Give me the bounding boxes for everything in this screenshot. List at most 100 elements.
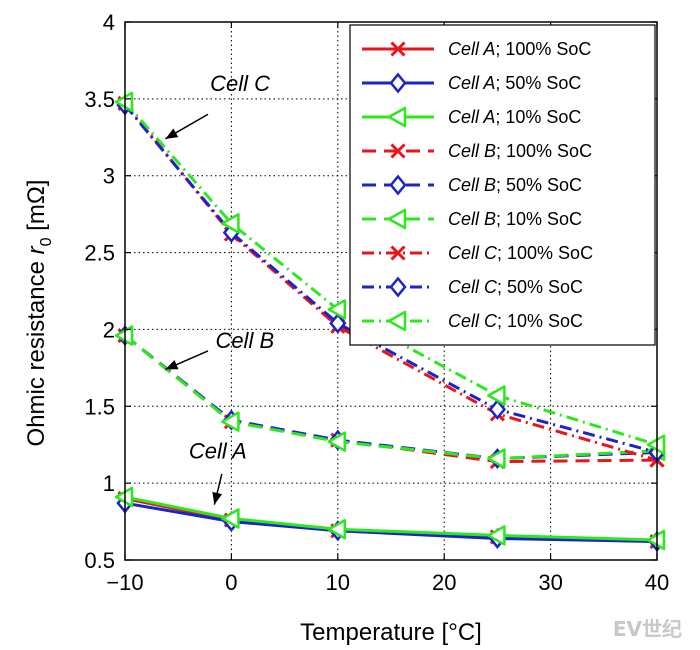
legend-entry: Cell A; 50% SoC xyxy=(362,72,581,94)
series-9 xyxy=(114,91,666,455)
marker-triangle-left xyxy=(387,310,407,332)
legend-label: Cell B; 50% SoC xyxy=(448,175,582,195)
x-tick-label: 40 xyxy=(645,570,669,595)
marker-x xyxy=(390,245,406,261)
y-axis-label-sub: 0 xyxy=(38,237,55,246)
y-axis-label-var: r xyxy=(23,245,50,254)
marker-triangle-left xyxy=(327,519,347,540)
marker-diamond xyxy=(389,174,407,196)
y-tick-label: 3.5 xyxy=(84,87,115,112)
marker-diamond xyxy=(389,276,407,298)
legend-label-soc: ; 10% SoC xyxy=(495,107,581,127)
legend-label-cell: Cell B xyxy=(448,141,496,161)
marker-triangle-left xyxy=(487,525,506,546)
x-tick-label: −10 xyxy=(106,570,143,595)
legend-entry: Cell C; 50% SoC xyxy=(362,276,583,298)
axis-labels: Temperature [°C] Ohmic resistance r0 [mΩ… xyxy=(23,180,482,646)
annotation-arrow-head xyxy=(212,491,223,505)
annotation-label: Cell B xyxy=(215,328,274,353)
marker-triangle-left xyxy=(221,213,240,234)
x-tick-label: 10 xyxy=(326,570,350,595)
marker-triangle-left xyxy=(387,106,407,128)
legend-label: Cell A; 50% SoC xyxy=(448,73,581,93)
legend-label-cell: Cell A xyxy=(448,39,495,59)
x-tick-label: 20 xyxy=(432,570,456,595)
legend-entry: Cell B; 50% SoC xyxy=(362,174,582,196)
legend-label-soc: ; 50% SoC xyxy=(497,277,583,297)
legend-label: Cell C; 10% SoC xyxy=(448,311,583,331)
legend-label: Cell C; 50% SoC xyxy=(448,277,583,297)
legend-label-soc: ; 100% SoC xyxy=(496,141,592,161)
series-line xyxy=(123,102,658,462)
y-axis-label-unit: [mΩ] xyxy=(23,180,50,238)
marker-triangle-left xyxy=(114,325,134,346)
legend-label: Cell A; 100% SoC xyxy=(448,39,591,59)
legend-entry: Cell C; 100% SoC xyxy=(362,243,593,263)
series-line xyxy=(124,501,658,544)
legend-label: Cell A; 10% SoC xyxy=(448,107,581,127)
legend-label: Cell C; 100% SoC xyxy=(448,243,593,263)
marker-triangle-left xyxy=(221,508,240,529)
legend-label: Cell B; 10% SoC xyxy=(448,209,582,229)
series-2 xyxy=(116,492,666,553)
legend-label-cell: Cell C xyxy=(448,277,498,297)
legend-entry: Cell A; 100% SoC xyxy=(362,39,591,59)
x-axis-label: Temperature [°C] xyxy=(300,619,482,646)
marker-triangle-left xyxy=(327,299,347,320)
plot-frame xyxy=(124,21,658,561)
marker-triangle-left xyxy=(646,529,666,551)
legend-label-cell: Cell A xyxy=(448,107,495,127)
x-tick-label: 30 xyxy=(538,570,562,595)
y-axis-label-main: Ohmic resistance xyxy=(23,254,50,446)
y-tick-label: 3 xyxy=(103,164,115,189)
marker-diamond xyxy=(329,312,347,334)
legend-entry: Cell B; 100% SoC xyxy=(362,141,592,161)
annotation-label: Cell C xyxy=(210,71,270,96)
legend-label-cell: Cell B xyxy=(448,209,496,229)
annotation-arrow-head xyxy=(165,360,179,370)
legend-entry: Cell C; 10% SoC xyxy=(362,310,583,332)
series-line xyxy=(124,497,658,544)
legend-entry: Cell B; 10% SoC xyxy=(362,208,582,230)
annotations: Cell C Cell B Cell A xyxy=(165,71,274,505)
legend-label-soc: ; 50% SoC xyxy=(495,73,581,93)
series-3 xyxy=(114,486,666,551)
marker-triangle-left xyxy=(114,486,134,508)
legend-label-soc: ; 10% SoC xyxy=(497,311,583,331)
legend-label-soc: ; 100% SoC xyxy=(495,39,591,59)
marker-x xyxy=(390,143,406,159)
marker-triangle-left xyxy=(487,448,506,469)
marker-diamond xyxy=(488,398,507,420)
marker-x xyxy=(390,41,406,57)
y-tick-label: 4 xyxy=(103,10,115,35)
x-tick-label: 0 xyxy=(225,570,237,595)
marker-triangle-left xyxy=(221,411,240,432)
legend-entry: Cell A; 10% SoC xyxy=(362,106,581,128)
y-tick-label: 1 xyxy=(103,471,115,496)
legend-label-soc: ; 10% SoC xyxy=(496,209,582,229)
legend-label-soc: ; 50% SoC xyxy=(496,175,582,195)
y-tick-label: 2 xyxy=(103,317,115,342)
marker-diamond xyxy=(389,72,407,94)
axes: −10 0 10 20 30 40 0.5 1 1.5 2 2.5 3 3.5 4 xyxy=(84,10,669,595)
legend-label-cell: Cell B xyxy=(448,175,496,195)
marker-triangle-left xyxy=(646,434,666,455)
legend-label-soc: ; 100% SoC xyxy=(497,243,593,263)
legend-label: Cell B; 100% SoC xyxy=(448,141,592,161)
marker-triangle-left xyxy=(387,208,407,230)
legend-label-cell: Cell C xyxy=(448,311,498,331)
legend-label-cell: Cell A xyxy=(448,73,495,93)
legend-label-cell: Cell C xyxy=(448,243,498,263)
y-tick-label: 2.5 xyxy=(84,241,115,266)
watermark-text: EV世纪 xyxy=(613,617,682,641)
marker-triangle-left xyxy=(114,91,134,113)
marker-triangle-left xyxy=(327,431,347,452)
annotation-arrow-head xyxy=(165,128,179,139)
y-tick-label: 0.5 xyxy=(84,548,115,573)
y-axis-label: Ohmic resistance r0 [mΩ] xyxy=(23,180,55,447)
annotation-label: Cell A xyxy=(189,439,247,464)
marker-triangle-left xyxy=(487,385,506,406)
y-tick-label: 1.5 xyxy=(84,394,115,419)
